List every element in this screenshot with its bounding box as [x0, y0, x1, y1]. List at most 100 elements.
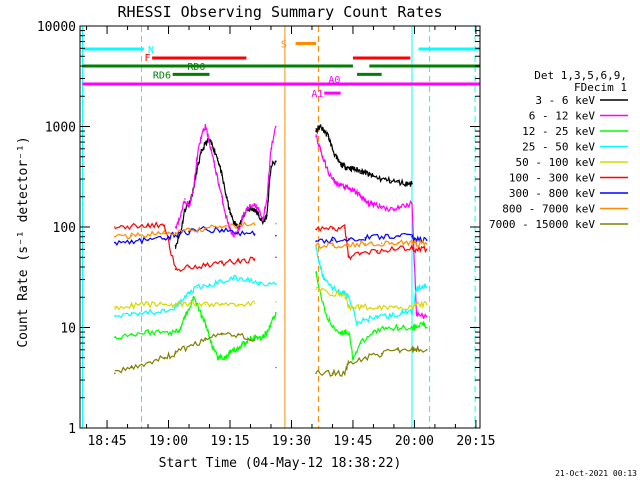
data-point: [196, 167, 199, 170]
data-point: [380, 205, 383, 208]
legend: Det 1,3,5,6,9,FDecim 13 - 6 keV 6 - 12 ke…: [489, 69, 628, 231]
data-point: [221, 226, 223, 228]
data-point: [114, 241, 116, 244]
data-point: [335, 182, 338, 185]
data-point: [253, 203, 256, 205]
data-point: [221, 303, 223, 306]
data-point: [204, 339, 207, 341]
data-point: [130, 312, 133, 314]
legend-label: 7000 - 15000 keV: [489, 218, 595, 231]
data-point: [174, 306, 177, 308]
data-point: [237, 333, 239, 336]
data-point: [275, 160, 277, 163]
data-point: [323, 309, 326, 311]
x-tick-label: 19:30: [272, 434, 311, 449]
data-point: [275, 222, 277, 225]
data-point: [275, 366, 277, 369]
data-point: [237, 224, 239, 227]
data-point: [114, 372, 116, 375]
data-point: [348, 256, 350, 259]
data-point: [415, 326, 418, 329]
data-point: [364, 200, 367, 203]
data-point: [184, 208, 186, 211]
data-point: [331, 372, 334, 375]
data-point: [415, 288, 418, 291]
data-point: [352, 356, 354, 359]
x-tick-label: 19:45: [333, 434, 372, 449]
x-tick-label: 19:00: [149, 434, 188, 449]
data-point: [397, 326, 399, 329]
data-point: [348, 361, 350, 364]
data-point: [415, 248, 418, 251]
data-point: [405, 204, 408, 206]
state-bar-rd0: RD0: [82, 62, 480, 73]
data-point: [360, 195, 362, 198]
data-point: [411, 348, 413, 351]
state-bar-n: N: [82, 45, 480, 56]
data-point: [315, 135, 317, 138]
data-point: [196, 286, 199, 289]
data-point: [331, 239, 334, 241]
data-point: [257, 336, 260, 339]
data-point: [208, 284, 211, 287]
data-point: [241, 218, 244, 220]
data-point: [253, 233, 256, 235]
data-point: [245, 208, 248, 211]
y-tick-label: 10000: [37, 20, 76, 35]
data-point: [384, 326, 387, 329]
data-point: [401, 312, 403, 314]
data-point: [331, 178, 334, 180]
data-point: [415, 243, 418, 245]
data-point: [364, 243, 367, 245]
data-point: [221, 174, 223, 176]
data-point: [335, 157, 338, 160]
data-point: [266, 214, 268, 217]
data-point: [360, 170, 362, 172]
series-line-7000-15000-kev: [114, 332, 428, 377]
state-bar-a1: A1: [311, 89, 341, 100]
data-point: [114, 336, 116, 339]
data-point: [114, 235, 116, 238]
data-point: [163, 232, 166, 235]
data-point: [323, 160, 326, 163]
data-point: [237, 260, 239, 262]
data-point: [147, 239, 149, 241]
data-point: [204, 264, 207, 266]
data-point: [212, 348, 215, 351]
data-point: [253, 336, 256, 339]
data-point: [397, 234, 399, 237]
data-point: [221, 195, 223, 198]
data-point: [348, 331, 350, 333]
data-point: [393, 248, 395, 251]
y-tick-label: 1: [68, 422, 76, 437]
data-point: [174, 352, 177, 355]
data-point: [204, 303, 207, 306]
data-point: [380, 242, 383, 244]
data-point: [411, 241, 413, 244]
data-point: [200, 151, 203, 154]
data-point: [266, 331, 268, 333]
x-tick-label: 20:15: [456, 434, 495, 449]
data-point: [253, 302, 256, 304]
series-50-100-kev: [114, 286, 428, 312]
data-point: [188, 292, 190, 294]
data-point: [208, 141, 211, 143]
data-point: [237, 231, 239, 234]
data-point: [233, 348, 235, 351]
data-point: [147, 224, 149, 227]
data-point: [147, 361, 149, 364]
legend-label: 3 - 6 keV: [535, 94, 595, 107]
data-point: [233, 235, 235, 238]
data-point: [327, 171, 330, 174]
data-point: [343, 294, 346, 296]
data-point: [360, 306, 362, 308]
data-point: [174, 331, 177, 333]
data-point: [360, 342, 362, 344]
data-point: [221, 356, 223, 359]
data-point: [174, 245, 177, 247]
data-point: [425, 239, 428, 241]
data-point: [200, 315, 203, 317]
data-point: [261, 222, 264, 224]
data-point: [421, 315, 424, 317]
data-point: [174, 303, 177, 306]
